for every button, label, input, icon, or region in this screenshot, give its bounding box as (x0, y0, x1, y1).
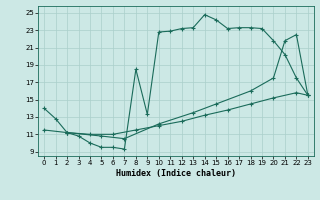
X-axis label: Humidex (Indice chaleur): Humidex (Indice chaleur) (116, 169, 236, 178)
